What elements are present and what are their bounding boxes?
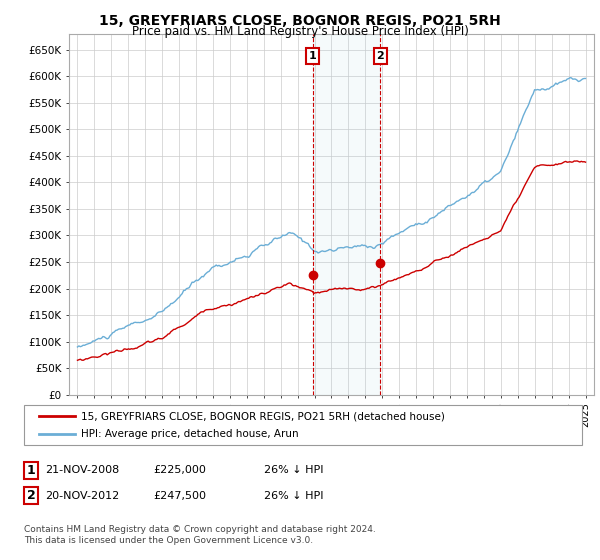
Text: 15, GREYFRIARS CLOSE, BOGNOR REGIS, PO21 5RH (detached house): 15, GREYFRIARS CLOSE, BOGNOR REGIS, PO21… [81, 411, 445, 421]
Text: Price paid vs. HM Land Registry's House Price Index (HPI): Price paid vs. HM Land Registry's House … [131, 25, 469, 38]
Text: 2: 2 [27, 489, 35, 502]
Text: 26% ↓ HPI: 26% ↓ HPI [264, 491, 323, 501]
Text: 20-NOV-2012: 20-NOV-2012 [45, 491, 119, 501]
Text: £247,500: £247,500 [153, 491, 206, 501]
Text: 1: 1 [308, 51, 316, 61]
Text: 1: 1 [27, 464, 35, 477]
Text: £225,000: £225,000 [153, 465, 206, 475]
Text: 15, GREYFRIARS CLOSE, BOGNOR REGIS, PO21 5RH: 15, GREYFRIARS CLOSE, BOGNOR REGIS, PO21… [99, 14, 501, 28]
Text: 2: 2 [376, 51, 384, 61]
Text: 21-NOV-2008: 21-NOV-2008 [45, 465, 119, 475]
Bar [313, 34, 380, 395]
Text: 26% ↓ HPI: 26% ↓ HPI [264, 465, 323, 475]
Text: Contains HM Land Registry data © Crown copyright and database right 2024.
This d: Contains HM Land Registry data © Crown c… [24, 525, 376, 545]
Text: HPI: Average price, detached house, Arun: HPI: Average price, detached house, Arun [81, 429, 299, 439]
